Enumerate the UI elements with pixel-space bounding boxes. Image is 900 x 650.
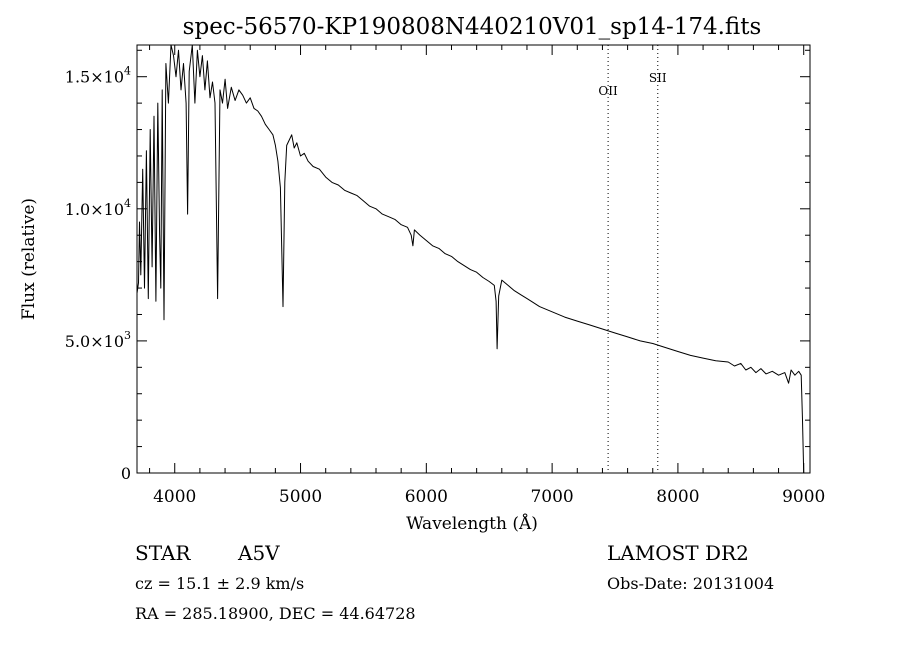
y-tick-label: 1.5×104 [65,65,131,87]
x-tick-label: 4000 [153,487,196,507]
line-marker-label: OII [598,84,618,98]
x-tick-label: 5000 [279,487,322,507]
y-axis-ticks: 0 5.0×103 1.0×104 1.5×104 [65,49,810,483]
x-axis-ticks: 4000 5000 6000 7000 8000 9000 [149,45,825,507]
spectral-class: A5V [238,541,280,565]
spectrum-chart: spec-56570-KP190808N440210V01_sp14-174.f… [19,14,825,534]
spectrum-line [136,44,805,474]
line-marker-label: SII [649,71,667,85]
y-tick-label: 0 [121,464,131,483]
annotation-layer: OII SII [598,45,667,473]
redshift-cz: cz = 15.1 ± 2.9 km/s [135,574,305,593]
x-tick-label: 7000 [530,487,573,507]
object-type: STAR [135,541,191,565]
y-axis-label: Flux (relative) [19,198,39,320]
y-tick-label: 5.0×103 [65,329,131,351]
x-tick-label: 8000 [656,487,699,507]
survey-name: LAMOST DR2 [607,541,749,565]
x-tick-label: 9000 [782,487,825,507]
chart-title: spec-56570-KP190808N440210V01_sp14-174.f… [183,14,762,40]
x-axis-label: Wavelength (Å) [406,513,538,534]
observation-date: Obs-Date: 20131004 [607,574,775,593]
x-tick-label: 6000 [405,487,448,507]
coordinates: RA = 285.18900, DEC = 44.64728 [135,604,416,623]
plot-frame [136,44,811,474]
y-tick-label: 1.0×104 [65,197,131,219]
